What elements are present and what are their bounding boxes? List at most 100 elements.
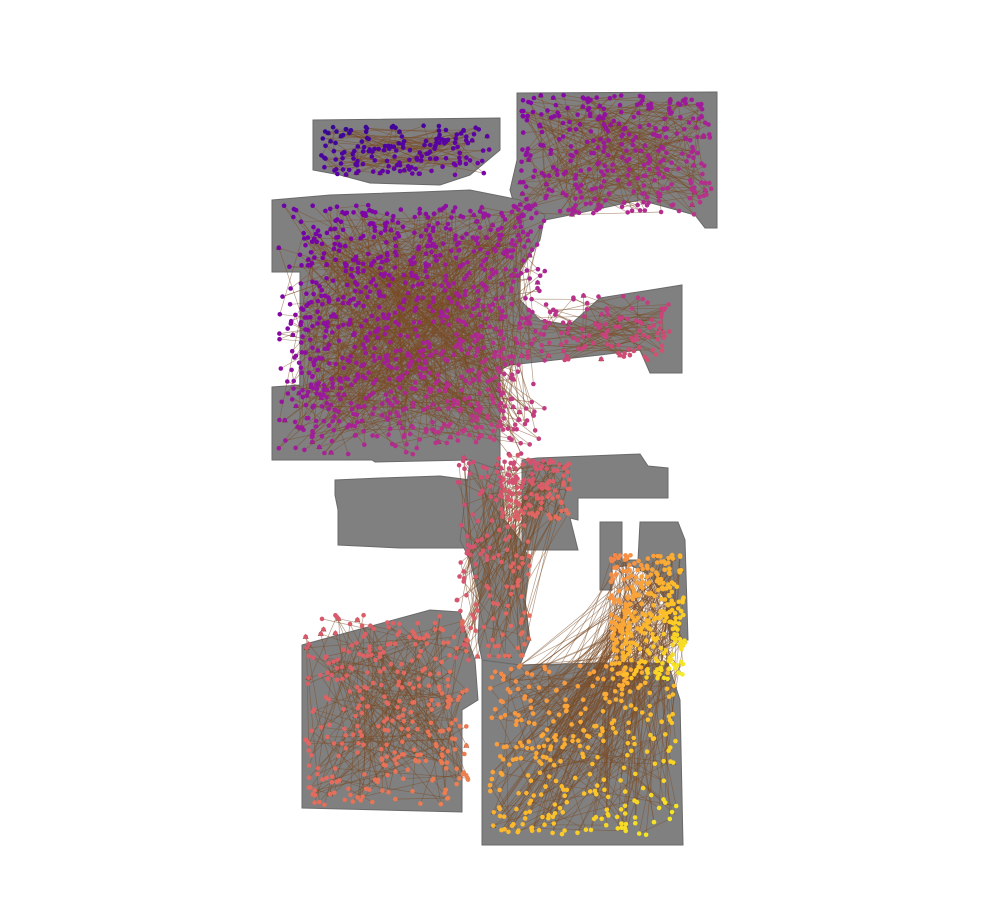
trajectory-point [278,366,284,371]
trajectory-point [454,332,459,337]
trajectory-point [641,199,646,205]
trajectory-point [499,494,505,499]
trajectory-point [531,337,537,342]
trajectory-point [383,353,389,359]
trajectory-point [500,213,506,219]
trajectory-edge [290,323,454,401]
trajectory-edge [350,726,467,796]
trajectory-edge [329,668,385,726]
trajectory-point [457,264,463,269]
trajectory-point [396,141,402,146]
trajectory-edge [336,206,340,422]
trajectory-edge [473,308,494,403]
trajectory-point [318,672,323,678]
trajectory-point [460,628,466,633]
trajectory-point [539,500,544,506]
trajectory-edge [374,148,409,167]
trajectory-edge [607,314,637,337]
trajectory-point [352,344,358,350]
trajectory-point [678,608,684,614]
trajectory-point [498,754,503,759]
trajectory-point [600,709,606,714]
trajectory-point [355,158,360,164]
trajectory-edge [603,98,686,144]
trajectory-point [369,652,374,658]
trajectory-point [422,142,427,148]
trajectory-point [396,375,401,381]
trajectory-point [410,629,415,634]
trajectory-point [551,95,556,101]
trajectory-point [561,92,566,98]
trajectory-edge [332,127,335,152]
trajectory-point [537,273,543,279]
trajectory-point [467,380,473,386]
trajectory-point [354,162,360,168]
trajectory-point [412,308,418,314]
trajectory-point [699,161,704,166]
trajectory-point [430,419,435,425]
trajectory-point [621,126,626,132]
trajectory-point [509,209,515,215]
trajectory-edge [621,661,670,824]
trajectory-point [415,620,421,626]
trajectory-point [444,314,450,320]
trajectory-point [379,746,384,752]
trajectory-edge [664,621,670,803]
trajectory-point [330,774,335,780]
trajectory-point [314,280,319,286]
trajectory-point [614,655,619,661]
trajectory-point [293,312,298,318]
trajectory-point [371,234,377,240]
trajectory-point [519,555,525,561]
trajectory-point [356,741,361,746]
trajectory-point [616,617,621,622]
trajectory-point [542,822,547,827]
trajectory-point [306,370,312,376]
trajectory-point [622,803,628,809]
trajectory-point [438,352,444,357]
trajectory-point [423,268,428,274]
trajectory-point [490,222,495,228]
trajectory-point [471,284,477,290]
trajectory-point [447,434,453,440]
trajectory-point [646,325,652,330]
trajectory-point [672,611,678,616]
trajectory-point [567,127,572,132]
trajectory-point [435,372,441,378]
trajectory-point [683,101,688,106]
trajectory-edge [607,631,622,797]
trajectory-point [519,717,524,723]
trajectory-point [486,213,491,218]
trajectory-point [393,769,398,774]
trajectory-point [520,130,526,135]
trajectory-point [584,96,590,102]
trajectory-edge [660,640,676,649]
trajectory-point [666,105,672,111]
trajectory-point [454,301,460,306]
trajectory-point [632,561,637,566]
trajectory-point [427,353,433,359]
trajectory-point [348,382,354,388]
trajectory-point [695,134,700,140]
trajectory-edge [322,355,476,359]
trajectory-point [342,797,348,803]
trajectory-point [465,351,471,356]
trajectory-point [454,781,459,787]
trajectory-edge [402,144,460,154]
trajectory-point [352,423,358,429]
trajectory-edge [662,147,689,157]
trajectory-point [612,627,617,633]
trajectory-point [627,562,632,568]
trajectory-point [324,395,329,400]
trajectory-edge [536,212,573,215]
trajectory-point [510,238,515,243]
trajectory-point [417,349,423,354]
trajectory-point [430,778,435,783]
trajectory-point [289,397,295,402]
trajectory-point [549,459,554,465]
trajectory-point [479,537,485,542]
trajectory-point [385,316,391,321]
trajectory-point [489,422,495,428]
trajectory-point [491,437,497,443]
trajectory-edge [491,599,619,718]
